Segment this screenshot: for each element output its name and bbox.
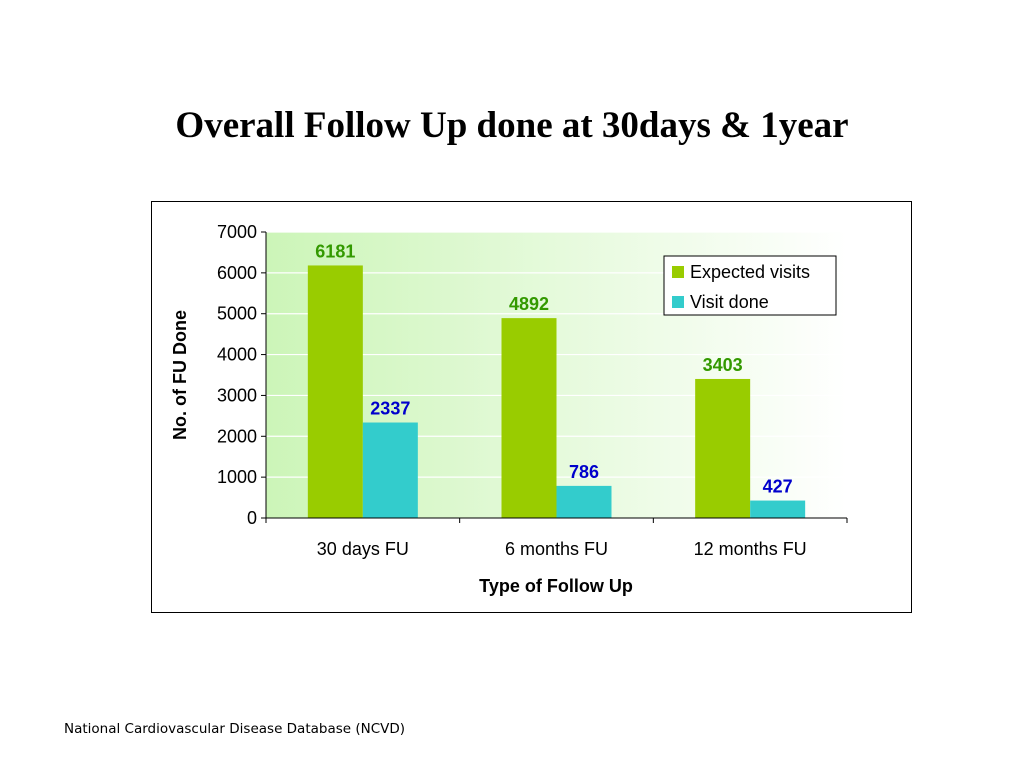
legend-box <box>663 255 837 316</box>
legend-swatch-expected <box>672 266 684 278</box>
slide-title: Overall Follow Up done at 30days & 1year <box>175 105 849 146</box>
bar-chart: 0 1000 2000 3000 4000 5000 6000 7000 30 days FU 6… <box>170 222 848 596</box>
chart-frame: 0 1000 2000 3000 4000 5000 6000 7000 30 days FU 6… <box>151 201 912 613</box>
y-tick-label: 1000 <box>217 467 257 487</box>
legend-swatch-done <box>672 296 684 308</box>
x-tick-label: 12 months FU <box>694 539 807 559</box>
bar-done-1 <box>556 485 612 518</box>
y-tick-label: 4000 <box>217 345 257 365</box>
bar-done-0 <box>362 422 418 518</box>
legend-label-done: Visit done <box>690 292 769 312</box>
bars <box>307 265 806 518</box>
y-axis-title: No. of FU Done <box>170 310 190 440</box>
data-label: 427 <box>763 477 793 497</box>
data-labels: 6181 4892 3403 2337 786 427 <box>315 241 792 496</box>
bar-expected-1 <box>501 318 557 518</box>
bar-done-2 <box>750 500 806 518</box>
axes: 0 1000 2000 3000 4000 5000 6000 7000 30 days FU 6… <box>217 222 848 559</box>
y-tick-label: 3000 <box>217 385 257 405</box>
y-tick-label: 7000 <box>217 222 257 242</box>
y-tick-label: 6000 <box>217 263 257 283</box>
data-label: 4892 <box>509 294 549 314</box>
y-tick-label: 0 <box>247 508 257 528</box>
x-axis-title: Type of Follow Up <box>479 576 633 596</box>
data-label: 2337 <box>370 399 410 419</box>
data-label: 3403 <box>703 355 743 375</box>
y-tick-label: 2000 <box>217 426 257 446</box>
bar-expected-2 <box>695 378 751 518</box>
data-label: 786 <box>569 462 599 482</box>
bar-expected-0 <box>307 265 363 518</box>
footer-source: National Cardiovascular Disease Database… <box>64 721 406 737</box>
legend: Expected visits Visit done <box>663 255 837 316</box>
legend-label-expected: Expected visits <box>690 262 810 282</box>
x-tick-label: 30 days FU <box>317 539 409 559</box>
x-tick-label: 6 months FU <box>505 539 608 559</box>
y-tick-label: 5000 <box>217 304 257 324</box>
data-label: 6181 <box>315 241 355 261</box>
